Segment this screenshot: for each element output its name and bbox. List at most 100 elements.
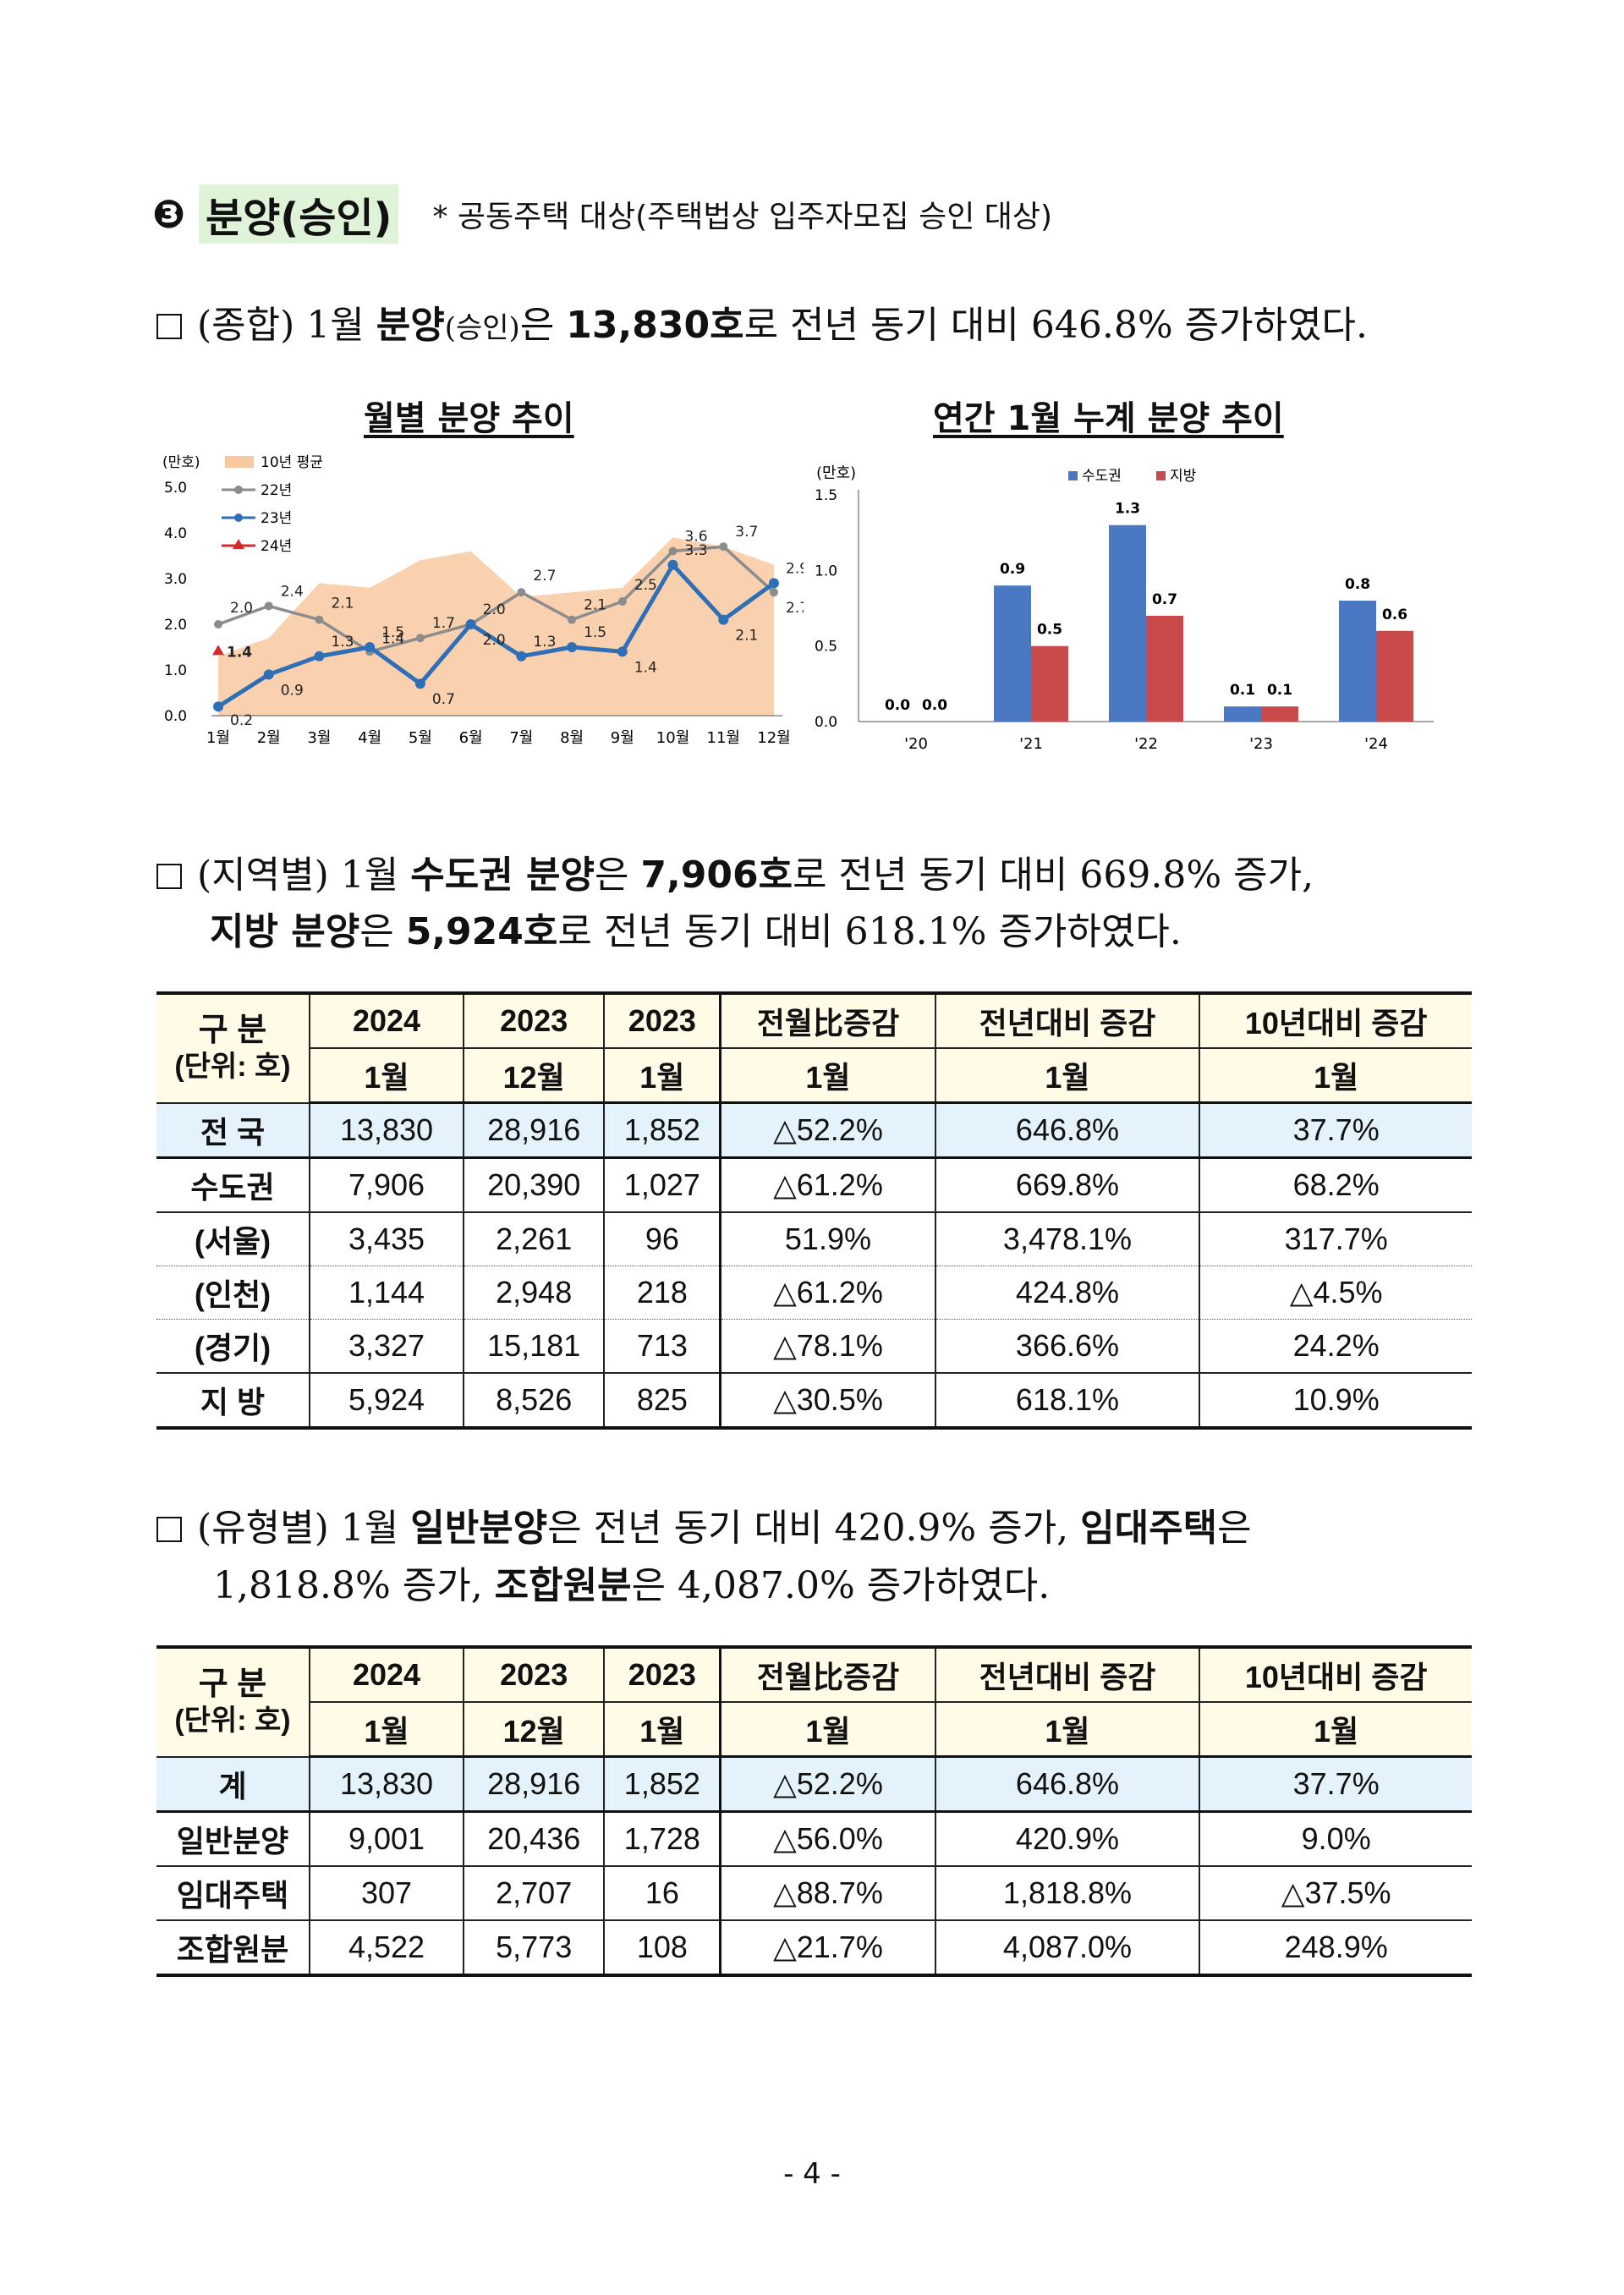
legend-label: 지방 (1170, 468, 1197, 485)
cell: 307 (309, 1866, 464, 1921)
point-marker (315, 615, 324, 624)
checkbox-bullet-icon (156, 314, 182, 339)
row-label: (서울) (156, 1212, 310, 1266)
x-tick-label: 5월 (409, 729, 432, 747)
cell: 24.2% (1199, 1319, 1472, 1374)
row-label: 전 국 (156, 1102, 310, 1159)
header-cell: 1월 (603, 1702, 722, 1758)
cell: △78.1% (719, 1319, 936, 1374)
cell: 424.8% (934, 1266, 1201, 1320)
legend-swatch (1156, 471, 1166, 480)
x-tick-label: 7월 (509, 729, 533, 747)
x-tick-label: 9월 (611, 729, 634, 747)
y-tick-label: 0.0 (164, 708, 187, 725)
cell: △52.2% (719, 1756, 936, 1813)
para1-text-1: 은 (519, 304, 567, 347)
header-cell: 1월 (719, 1048, 936, 1104)
cell: 825 (603, 1373, 722, 1430)
header-cell: 10년대비 증감 (1199, 991, 1472, 1049)
header-cell: 2024 (309, 1645, 464, 1703)
page-number: - 4 - (783, 2157, 841, 2191)
legend-swatch (1068, 471, 1078, 480)
point-marker (314, 651, 325, 662)
point-marker (516, 651, 527, 662)
data-label: 2.1 (735, 628, 758, 645)
bar-value-label: 0.0 (885, 697, 910, 714)
row-label: 조합원분 (156, 1920, 310, 1977)
point-marker (263, 669, 274, 680)
data-label: 1.5 (381, 624, 404, 641)
cell: 20,436 (462, 1811, 606, 1867)
y-tick-label: 1.0 (815, 563, 837, 579)
data-label: 1.4 (381, 630, 404, 647)
para1-label: (종합) 1월 (197, 304, 365, 347)
region-paragraph-line2: 지방 분양은 5,924호로 전년 동기 대비 618.1% 증가하였다. (210, 901, 1182, 955)
table-row: 수도권 7,906 20,390 1,027 △61.2% 669.8% 68.2% (156, 1157, 1472, 1213)
data-label: 0.2 (230, 712, 253, 729)
cell: △52.2% (719, 1102, 936, 1159)
cell: 366.6% (934, 1319, 1201, 1374)
point-marker (415, 634, 425, 643)
bar-지방 (1146, 615, 1183, 722)
header-cell: 2024 (309, 991, 464, 1049)
monthly-chart: 0.0 1.0 2.0 3.0 4.0 5.0 (만호) 1월 2월 3월 4월 5월 6월 7월 8월 9월… (162, 454, 804, 747)
type-paragraph-line2: 1,818.8% 증가, 조합원분은 4,087.0% 증가하였다. (213, 1555, 1050, 1609)
cell: 1,852 (603, 1756, 722, 1813)
cell: 618.1% (934, 1373, 1201, 1430)
bar-value-label: 0.6 (1382, 607, 1407, 623)
checkbox-bullet-icon (156, 1517, 182, 1542)
cell: 3,478.1% (934, 1212, 1201, 1266)
header-cell: 12월 (462, 1048, 606, 1104)
header-cell: 전년대비 증감 (934, 991, 1201, 1049)
para2-bold2: 지방 분양 (210, 910, 360, 953)
header-cell: 12월 (462, 1702, 606, 1758)
cell: 4,522 (309, 1920, 464, 1977)
cell: 713 (603, 1319, 722, 1374)
legend-label: 10년 평균 (261, 454, 323, 471)
type-table: 구 분 (단위: 호) 2024 2023 2023 전월比증감 전년대비 증감 … (156, 1645, 1472, 1977)
para3-label: (유형별) 1월 (197, 1507, 399, 1550)
point-marker (465, 619, 476, 629)
gubun-header: 구 분 (단위: 호) (156, 991, 310, 1104)
cell: 9.0% (1199, 1811, 1472, 1867)
data-label: 2.5 (634, 577, 657, 594)
row-label: 일반분양 (156, 1811, 310, 1867)
bar-수도권 (1109, 524, 1146, 722)
x-tick-label: 3월 (307, 729, 331, 747)
para3-text-4: 은 4,087.0% 증가하였다. (631, 1564, 1051, 1607)
point-marker (214, 620, 222, 629)
line-22년 (217, 545, 776, 654)
cell: 13,830 (309, 1756, 464, 1813)
point-marker (668, 546, 678, 556)
legend-label: 22년 (261, 482, 292, 499)
para3-text-3: 1,818.8% 증가, (213, 1564, 495, 1607)
bar-수도권 (994, 585, 1031, 722)
table-row: 전 국 13,830 28,916 1,852 △52.2% 646.8% 37.7% (156, 1102, 1472, 1159)
point-marker (213, 701, 223, 712)
x-tick-label: '21 (1019, 735, 1043, 753)
para2-bold1: 수도권 분양 (410, 854, 595, 897)
cell: 16 (603, 1866, 722, 1921)
unit-label: (단위: 호) (174, 1704, 291, 1737)
header-cell: 2023 (462, 1645, 606, 1703)
para2-text-2: 로 전년 동기 대비 669.8% 증가, (793, 854, 1314, 897)
data-label: 2.1 (331, 596, 354, 612)
cell: 2,261 (462, 1212, 606, 1266)
bar-수도권 (1224, 706, 1261, 722)
table-row: 조합원분 4,522 5,773 108 △21.7% 4,087.0% 248.9% (156, 1920, 1472, 1977)
point-marker (264, 601, 273, 611)
cell: △37.5% (1199, 1866, 1472, 1921)
cell: 420.9% (934, 1811, 1201, 1867)
type-paragraph-line1: (유형별) 1월 일반분양은 전년 동기 대비 420.9% 증가, 임대주택은 (156, 1497, 1252, 1551)
cell: 28,916 (462, 1102, 606, 1159)
bar-value-label: 0.5 (1037, 622, 1062, 639)
section-heading: ❸ 분양(승인) * 공동주택 대상(주택법상 입주자모집 승인 대상) (152, 184, 1052, 244)
cell: 218 (603, 1266, 722, 1320)
data-label: 2.0 (230, 600, 253, 617)
header-cell: 1월 (934, 1048, 1201, 1104)
bar-value-label: 0.9 (1000, 561, 1025, 578)
cell: 669.8% (934, 1157, 1201, 1213)
section-number: ❸ (152, 191, 185, 237)
para3-bold3: 조합원분 (494, 1564, 632, 1607)
table-row: 임대주택 307 2,707 16 △88.7% 1,818.8% △37.5% (156, 1866, 1472, 1921)
